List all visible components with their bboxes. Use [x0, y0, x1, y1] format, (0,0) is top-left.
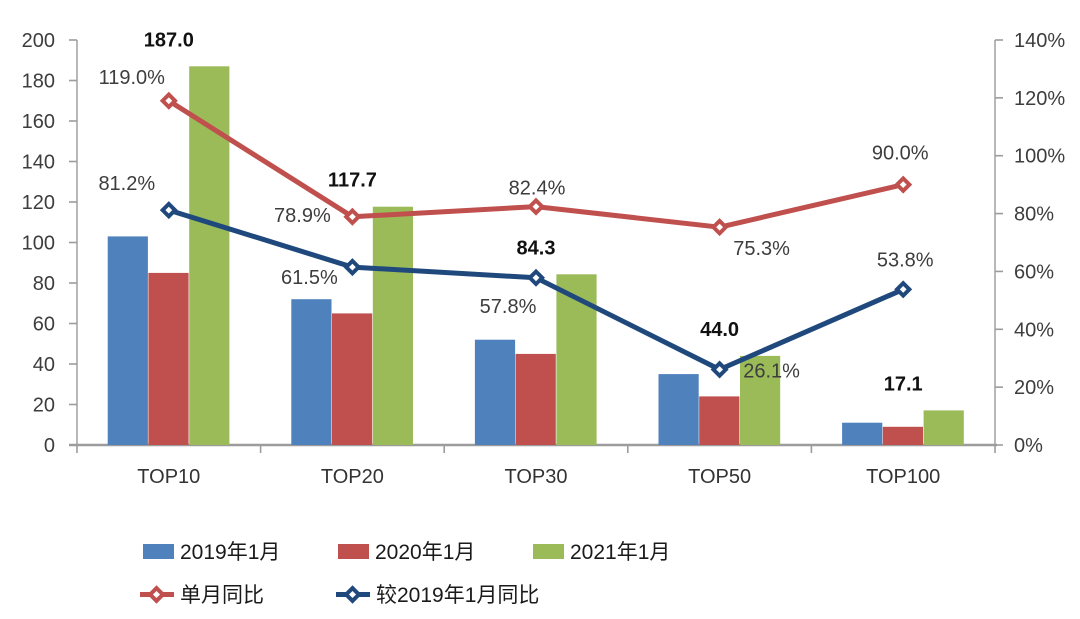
line-value-label-top20: 78.9%: [274, 205, 331, 227]
bar-series1-top30: [515, 353, 556, 445]
legend-line-diamond-marker-red: [140, 585, 174, 604]
right-axis-tick-label: 40%: [1014, 319, 1054, 341]
line-value-label-top100: 53.8%: [877, 249, 934, 271]
bar-value-label-top30: 84.3: [517, 237, 556, 259]
bar-series2-top20: [372, 206, 413, 445]
bar-value-label-top50: 44.0: [700, 319, 739, 341]
legend-label-2021: 2021年1月: [570, 541, 671, 564]
bar-series1-top10: [148, 272, 189, 445]
legend-item-bar-2019: 2019年1月: [143, 536, 280, 566]
line-value-label-top20: 61.5%: [281, 267, 338, 289]
left-axis-tick-label: 180: [22, 71, 55, 93]
legend-label-monthly-yoy: 单月同比: [180, 584, 264, 607]
line-marker-center-dot: [716, 223, 723, 231]
line-marker-center-dot: [532, 203, 540, 211]
legend-item-line-vs2019-yoy: 较2019年1月同比: [336, 579, 539, 609]
category-label-top50: TOP50: [688, 466, 751, 488]
bar-value-label-top100: 17.1: [884, 373, 923, 395]
right-axis-tick-label: 120%: [1014, 88, 1065, 110]
left-axis-tick-label: 200: [22, 30, 55, 52]
right-axis-tick-label: 80%: [1014, 204, 1054, 226]
legend-swatch-2021: [533, 543, 564, 559]
bar-series2-top100: [923, 410, 964, 445]
category-label-top10: TOP10: [137, 466, 200, 488]
line-marker-center-dot: [899, 285, 907, 293]
bar-series0-top30: [474, 339, 516, 445]
legend-swatch-2020: [338, 543, 369, 559]
line-value-label-top30: 82.4%: [509, 178, 566, 200]
right-axis-tick-label: 20%: [1014, 377, 1054, 399]
line-marker-center-dot: [349, 263, 356, 271]
right-axis-tick-label: 60%: [1014, 261, 1054, 283]
bar-series1-top20: [332, 313, 373, 445]
legend-label-vs2019-yoy: 较2019年1月同比: [376, 584, 540, 607]
category-label-top100: TOP100: [866, 466, 940, 488]
left-axis-tick-label: 80: [33, 273, 55, 295]
legend-item-line-monthly-yoy: 单月同比: [140, 579, 264, 609]
bar-series0-top10: [107, 236, 148, 445]
left-axis-tick-label: 120: [22, 192, 55, 214]
line-value-label-top100: 90.0%: [872, 143, 929, 165]
bar-series0-top50: [658, 374, 699, 445]
line-marker-center-dot: [165, 97, 173, 105]
line-marker-center-dot: [349, 213, 356, 221]
bar-series0-top20: [291, 299, 332, 445]
left-axis-tick-label: 60: [33, 314, 55, 336]
line-marker-center-dot: [716, 366, 723, 373]
left-axis-tick-label: 0: [44, 435, 55, 457]
line-value-label-top10: 81.2%: [98, 173, 155, 195]
category-label-top30: TOP30: [505, 466, 568, 488]
left-axis-tick-label: 160: [22, 111, 55, 133]
left-axis-tick-label: 20: [33, 395, 55, 417]
bar-value-label-top20: 117.7: [328, 170, 377, 192]
right-axis-tick-label: 100%: [1014, 146, 1065, 168]
bar-value-label-top10: 187.0: [144, 29, 194, 51]
line-series1: [166, 207, 906, 372]
left-axis-tick-label: 140: [22, 152, 55, 174]
legend-item-bar-2021: 2021年1月: [533, 536, 670, 566]
legend-label-2019: 2019年1月: [180, 541, 281, 564]
legend-item-bar-2020: 2020年1月: [338, 536, 475, 566]
legend-swatch-2019: [143, 543, 174, 559]
legend-label-2020: 2020年1月: [375, 541, 476, 564]
line-marker-center-dot: [899, 181, 907, 189]
bar-series1-top100: [882, 426, 923, 445]
line-marker-center-dot: [532, 274, 540, 282]
left-axis-tick-label: 100: [22, 233, 55, 255]
line-value-label-top30: 57.8%: [480, 296, 537, 318]
left-axis-tick-label: 40: [33, 354, 55, 376]
combo-chart-canvas: 0 20 40 60 80 100 120 140 160 180 200 0% 20% 40% 60% 80…: [22, 29, 1066, 488]
line-marker-center-dot: [165, 206, 173, 214]
right-axis-tick-label: 140%: [1014, 30, 1065, 52]
line-value-label-top10: 119.0%: [99, 67, 166, 89]
line-value-label-top50: 75.3%: [733, 238, 790, 260]
line-value-label-top50: 26.1%: [743, 361, 800, 383]
category-label-top20: TOP20: [321, 466, 384, 488]
legend-line-diamond-marker-navy: [336, 585, 370, 604]
bar-series1-top50: [699, 396, 740, 445]
bar-series2-top10: [189, 66, 230, 446]
right-axis-tick-label: 0%: [1014, 435, 1043, 457]
bar-series0-top100: [842, 422, 883, 445]
bar-series2-top50: [740, 355, 781, 445]
